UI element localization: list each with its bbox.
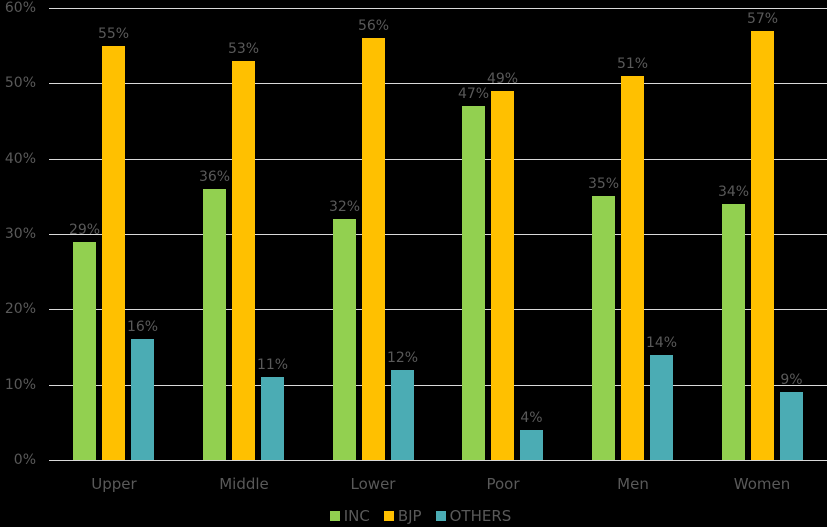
y-tick-label: 50% — [4, 75, 36, 91]
y-tick-label: 30% — [4, 226, 36, 242]
bar-bjp-upper — [102, 46, 125, 460]
data-label: 14% — [645, 335, 678, 351]
legend-item-others: OTHERS — [435, 507, 512, 525]
data-label: 11% — [256, 357, 289, 373]
gridline — [49, 8, 827, 9]
data-label: 16% — [126, 319, 159, 335]
data-label: 35% — [587, 176, 620, 192]
gridline — [49, 309, 827, 310]
bar-inc-women — [722, 204, 745, 460]
bar-bjp-men — [621, 76, 644, 460]
bar-others-poor — [520, 430, 543, 460]
gridline — [49, 385, 827, 386]
bar-bjp-middle — [232, 61, 255, 460]
bar-others-women — [780, 392, 803, 460]
x-category-label: Middle — [219, 475, 269, 493]
bar-inc-middle — [203, 189, 226, 460]
data-label: 56% — [357, 18, 390, 34]
y-tick-label: 0% — [13, 452, 36, 468]
legend-item-inc: INC — [329, 507, 370, 525]
x-category-label: Upper — [91, 475, 137, 493]
y-tick-label: 40% — [4, 151, 36, 167]
x-category-label: Lower — [350, 475, 396, 493]
bar-others-men — [650, 355, 673, 460]
y-tick-label: 60% — [4, 0, 36, 16]
bar-inc-poor — [462, 106, 485, 460]
data-label: 34% — [717, 184, 750, 200]
data-label: 47% — [457, 86, 490, 102]
legend-label: INC — [343, 507, 370, 525]
y-tick-label: 10% — [4, 377, 36, 393]
bar-bjp-women — [751, 31, 774, 460]
legend-swatch-icon — [435, 511, 446, 521]
gridline — [49, 83, 827, 84]
bar-inc-men — [592, 196, 615, 460]
bar-inc-upper — [73, 242, 96, 460]
data-label: 9% — [780, 372, 803, 388]
y-tick-label: 20% — [4, 301, 36, 317]
legend-swatch-icon — [329, 511, 340, 521]
legend: INC BJP OTHERS — [0, 507, 827, 525]
legend-label: BJP — [397, 507, 422, 525]
data-label: 4% — [520, 410, 543, 426]
gridline — [49, 460, 827, 461]
bar-inc-lower — [333, 219, 356, 460]
data-label: 55% — [97, 26, 130, 42]
x-category-label: Men — [617, 475, 649, 493]
bar-bjp-lower — [362, 38, 385, 460]
bar-others-upper — [131, 339, 154, 460]
data-label: 51% — [616, 56, 649, 72]
data-label: 29% — [68, 222, 101, 238]
legend-label: OTHERS — [449, 507, 512, 525]
bar-others-middle — [261, 377, 284, 460]
legend-swatch-icon — [383, 511, 394, 521]
bar-bjp-poor — [491, 91, 514, 460]
data-label: 49% — [486, 71, 519, 87]
bar-others-lower — [391, 370, 414, 460]
gridline — [49, 234, 827, 235]
x-category-label: Women — [733, 475, 791, 493]
legend-item-bjp: BJP — [383, 507, 422, 525]
gridline — [49, 159, 827, 160]
data-label: 12% — [386, 350, 419, 366]
data-label: 32% — [328, 199, 361, 215]
data-label: 36% — [198, 169, 231, 185]
data-label: 53% — [227, 41, 260, 57]
data-label: 57% — [746, 11, 779, 27]
x-category-label: Poor — [486, 475, 520, 493]
